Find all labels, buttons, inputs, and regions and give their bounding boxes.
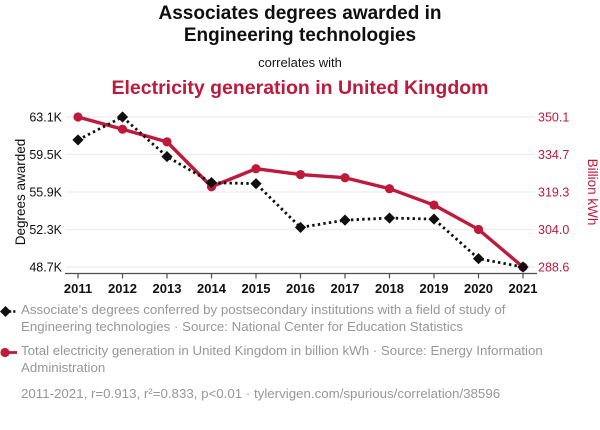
svg-text:52.3K: 52.3K xyxy=(29,223,62,237)
legend-item-degrees: Associate's degrees conferred by postsec… xyxy=(0,302,546,335)
stats-footer: 2011-2021, r=0.913, r²=0.833, p<0.01 · t… xyxy=(21,386,501,401)
legend-degrees-text: Associate's degrees conferred by postsec… xyxy=(21,302,506,334)
svg-text:2012: 2012 xyxy=(108,281,137,296)
svg-text:2017: 2017 xyxy=(331,281,360,296)
svg-text:319.3: 319.3 xyxy=(538,186,569,200)
chart-header: Associates degrees awarded in Engineerin… xyxy=(0,3,600,100)
chart-title: Associates degrees awarded in Engineerin… xyxy=(0,3,600,47)
black-diamond-dotted-line-icon xyxy=(0,306,17,317)
red-circle-solid-line-icon xyxy=(0,347,17,358)
chart-title-line2: Engineering technologies xyxy=(183,25,417,46)
legend-electricity-text: Total electricity generation in United K… xyxy=(21,343,543,375)
legend-item-electricity: Total electricity generation in United K… xyxy=(0,343,546,376)
svg-text:63.1K: 63.1K xyxy=(29,111,62,125)
svg-text:2013: 2013 xyxy=(153,281,182,296)
svg-text:2020: 2020 xyxy=(464,281,493,296)
correlates-with-text: correlates with xyxy=(258,55,342,70)
svg-text:304.0: 304.0 xyxy=(538,223,569,237)
svg-text:Degrees awarded: Degrees awarded xyxy=(13,139,28,246)
svg-text:2014: 2014 xyxy=(197,281,227,296)
chart-legend: Associate's degrees conferred by postsec… xyxy=(0,302,546,403)
svg-text:350.1: 350.1 xyxy=(538,111,569,125)
chart-red-subtitle: Electricity generation in United Kingdom xyxy=(111,77,489,99)
svg-text:288.6: 288.6 xyxy=(538,261,569,275)
svg-text:55.9K: 55.9K xyxy=(29,186,62,200)
svg-text:59.5K: 59.5K xyxy=(29,148,62,162)
svg-text:2011: 2011 xyxy=(64,281,92,296)
svg-text:334.7: 334.7 xyxy=(538,148,569,162)
svg-text:2019: 2019 xyxy=(420,281,449,296)
svg-text:2018: 2018 xyxy=(375,281,404,296)
svg-text:2021: 2021 xyxy=(509,281,538,296)
chart-title-line1: Associates degrees awarded in xyxy=(158,3,442,24)
dual-axis-line-chart: 63.1K 350.1 59.5K 334.7 55.9K 319.3 52.3K 304.0… xyxy=(13,111,600,297)
svg-text:2015: 2015 xyxy=(242,281,271,296)
svg-text:48.7K: 48.7K xyxy=(29,261,62,275)
svg-text:Billion kWh: Billion kWh xyxy=(585,159,600,226)
svg-text:2016: 2016 xyxy=(286,281,315,296)
